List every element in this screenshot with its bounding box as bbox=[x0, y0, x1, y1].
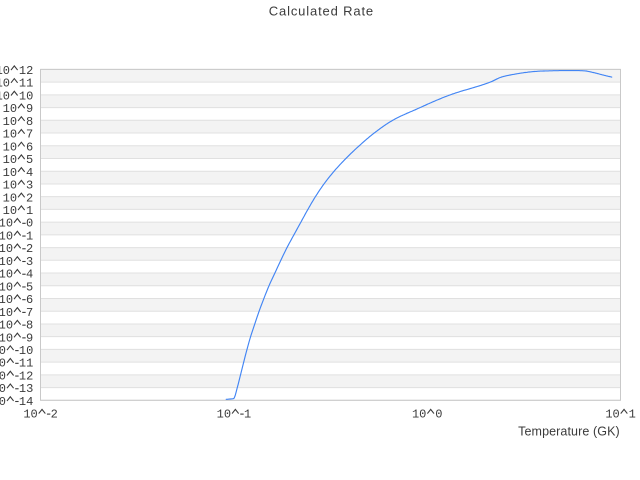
svg-text:9: 9 bbox=[26, 331, 33, 345]
svg-text:3: 3 bbox=[26, 255, 33, 269]
svg-text:10: 10 bbox=[3, 179, 17, 193]
svg-text:10: 10 bbox=[0, 64, 10, 78]
svg-text:2: 2 bbox=[26, 191, 33, 205]
svg-text:14: 14 bbox=[19, 395, 33, 409]
svg-text:4: 4 bbox=[26, 166, 33, 180]
svg-text:Temperature (GK): Temperature (GK) bbox=[518, 424, 620, 438]
svg-text:10: 10 bbox=[0, 280, 13, 294]
svg-text:12: 12 bbox=[19, 64, 33, 78]
svg-text:2: 2 bbox=[51, 408, 58, 422]
svg-text:5: 5 bbox=[26, 280, 33, 294]
svg-text:10: 10 bbox=[3, 140, 17, 154]
svg-text:10: 10 bbox=[0, 357, 6, 371]
svg-text:10: 10 bbox=[3, 191, 17, 205]
svg-text:10: 10 bbox=[0, 77, 10, 91]
svg-text:1: 1 bbox=[26, 229, 33, 243]
svg-text:10: 10 bbox=[23, 408, 37, 422]
svg-text:8: 8 bbox=[26, 319, 33, 333]
svg-text:0: 0 bbox=[26, 217, 33, 231]
svg-text:13: 13 bbox=[19, 382, 33, 396]
svg-text:8: 8 bbox=[26, 115, 33, 129]
svg-text:10: 10 bbox=[19, 344, 33, 358]
svg-text:10: 10 bbox=[0, 382, 6, 396]
svg-text:Calculated Rate: Calculated Rate bbox=[269, 3, 374, 18]
svg-text:12: 12 bbox=[19, 369, 33, 383]
svg-text:7: 7 bbox=[26, 128, 33, 142]
svg-text:10: 10 bbox=[0, 293, 13, 307]
svg-text:0: 0 bbox=[435, 408, 442, 422]
svg-text:3: 3 bbox=[26, 179, 33, 193]
svg-text:6: 6 bbox=[26, 140, 33, 154]
svg-text:10: 10 bbox=[3, 204, 17, 218]
svg-text:10: 10 bbox=[3, 102, 17, 116]
svg-text:1: 1 bbox=[26, 204, 33, 218]
svg-text:10: 10 bbox=[412, 408, 426, 422]
svg-text:7: 7 bbox=[26, 306, 33, 320]
svg-text:10: 10 bbox=[217, 408, 231, 422]
svg-text:10: 10 bbox=[0, 229, 13, 243]
svg-text:10: 10 bbox=[0, 344, 6, 358]
svg-text:10: 10 bbox=[0, 242, 13, 256]
svg-text:10: 10 bbox=[0, 395, 6, 409]
svg-text:10: 10 bbox=[0, 268, 13, 282]
svg-text:10: 10 bbox=[0, 319, 13, 333]
svg-text:5: 5 bbox=[26, 153, 33, 167]
svg-text:1: 1 bbox=[244, 408, 251, 422]
svg-text:1: 1 bbox=[629, 408, 636, 422]
svg-text:10: 10 bbox=[3, 153, 17, 167]
svg-text:10: 10 bbox=[605, 408, 619, 422]
svg-text:10: 10 bbox=[19, 89, 33, 103]
svg-text:10: 10 bbox=[0, 255, 13, 269]
svg-text:10: 10 bbox=[3, 166, 17, 180]
svg-text:10: 10 bbox=[3, 128, 17, 142]
svg-text:6: 6 bbox=[26, 293, 33, 307]
svg-text:2: 2 bbox=[26, 242, 33, 256]
svg-text:10: 10 bbox=[0, 217, 13, 231]
svg-text:10: 10 bbox=[0, 306, 13, 320]
svg-text:10: 10 bbox=[0, 369, 6, 383]
svg-text:10: 10 bbox=[3, 115, 17, 129]
svg-text:11: 11 bbox=[19, 357, 33, 371]
svg-text:10: 10 bbox=[0, 331, 13, 345]
svg-text:4: 4 bbox=[26, 268, 33, 282]
svg-text:9: 9 bbox=[26, 102, 33, 116]
svg-text:10: 10 bbox=[0, 89, 10, 103]
svg-text:11: 11 bbox=[19, 77, 33, 91]
